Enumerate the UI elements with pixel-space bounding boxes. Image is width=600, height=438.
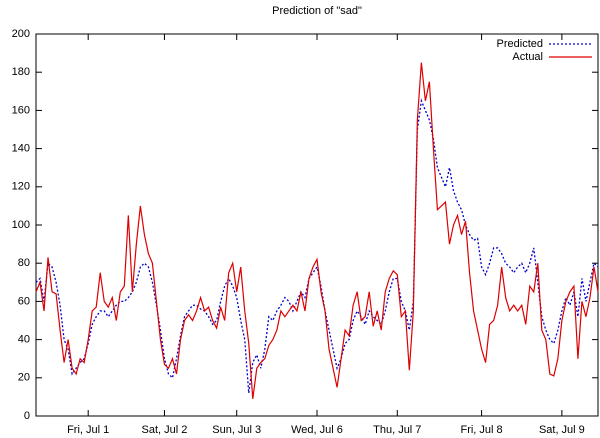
y-tick-label: 200 <box>12 28 30 40</box>
legend-label: Predicted <box>497 38 543 50</box>
x-tick-label: Wed, Jul 6 <box>291 424 343 436</box>
x-tick-label: Sat, Jul 2 <box>142 424 188 436</box>
y-tick-label: 40 <box>18 334 30 346</box>
y-tick-label: 140 <box>12 143 30 155</box>
x-tick-label: Thu, Jul 7 <box>373 424 421 436</box>
y-tick-label: 60 <box>18 295 30 307</box>
y-tick-label: 0 <box>24 410 30 422</box>
chart-title: Prediction of "sad" <box>272 5 362 17</box>
x-tick-label: Fri, Jul 1 <box>67 424 109 436</box>
x-tick-label: Sun, Jul 3 <box>212 424 261 436</box>
y-tick-label: 80 <box>18 257 30 269</box>
x-tick-label: Fri, Jul 8 <box>460 424 502 436</box>
y-tick-label: 180 <box>12 66 30 78</box>
legend-label: Actual <box>512 51 543 63</box>
series-line <box>35 62 599 399</box>
y-tick-label: 160 <box>12 104 30 116</box>
y-tick-label: 120 <box>12 181 30 193</box>
y-tick-label: 100 <box>12 219 30 231</box>
y-tick-label: 20 <box>18 372 30 384</box>
x-tick-label: Sat, Jul 9 <box>539 424 585 436</box>
